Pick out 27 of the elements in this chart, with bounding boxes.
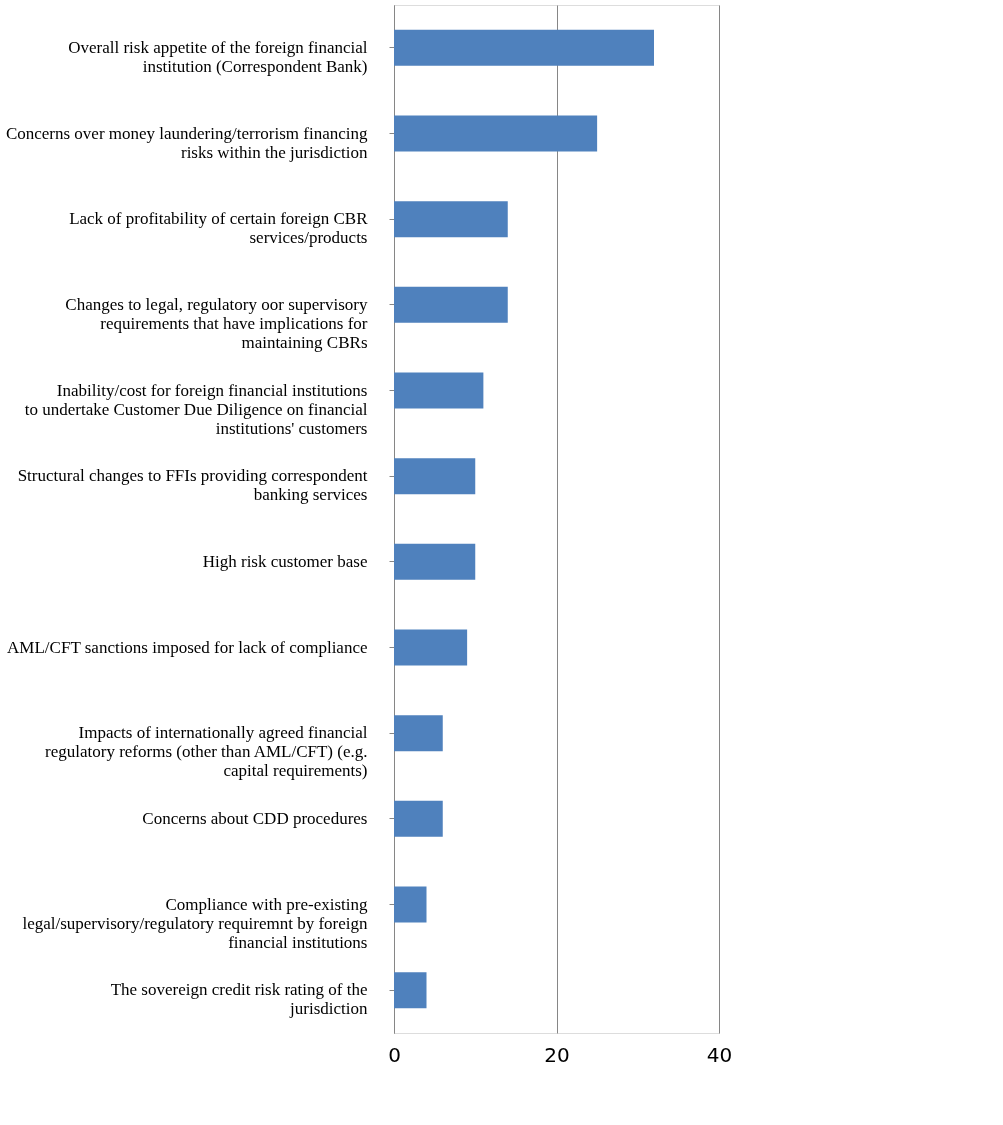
bar <box>394 629 468 666</box>
x-tick-label: 40 <box>706 1042 733 1067</box>
x-tick-label: 20 <box>544 1042 570 1067</box>
bar <box>394 115 598 152</box>
bar <box>394 372 484 409</box>
y-tick-label: Compliance with pre-existing legal/supervisory/regulatory requiremnt by foreign financial institutions <box>22 894 368 952</box>
bar <box>394 972 427 1009</box>
y-tick-label: Overall risk appetite of the foreign financial institution (Correspondent Bank) <box>68 37 368 76</box>
y-tick-label: Concerns about CDD procedures <box>142 808 368 828</box>
bar <box>394 29 654 66</box>
bar <box>394 201 508 238</box>
y-tick-label: The sovereign credit risk rating of the jurisdiction <box>110 980 368 1019</box>
x-tick-label: 0 <box>388 1042 401 1067</box>
y-tick-label: Concerns over money laundering/terrorism financing risks within the jurisdiction <box>5 123 368 162</box>
bar <box>394 800 443 837</box>
bar <box>394 543 476 580</box>
y-tick-label: Structural changes to FFIs providing correspondent banking services <box>17 466 368 505</box>
bar <box>394 886 427 923</box>
y-tick-label: Changes to legal, regulatory oor supervisory requirements that have implications for maintaining CBRs <box>65 294 368 352</box>
y-tick-label: High risk customer base <box>202 551 368 571</box>
y-tick-label: Impacts of internationally agreed financial regulatory reforms (other than AML/CFT) (e.g. capital requirements) <box>45 723 368 781</box>
bar <box>394 458 476 495</box>
y-tick-label: Lack of profitability of certain foreign CBR services/products <box>69 209 369 248</box>
y-tick-label: AML/CFT sanctions imposed for lack of compliance <box>7 637 368 657</box>
y-tick-label: Inability/cost for foreign financial institutions to undertake Customer Due Diligence on financial institutions' customers <box>24 380 368 438</box>
bar <box>394 715 443 752</box>
bar <box>394 286 508 323</box>
